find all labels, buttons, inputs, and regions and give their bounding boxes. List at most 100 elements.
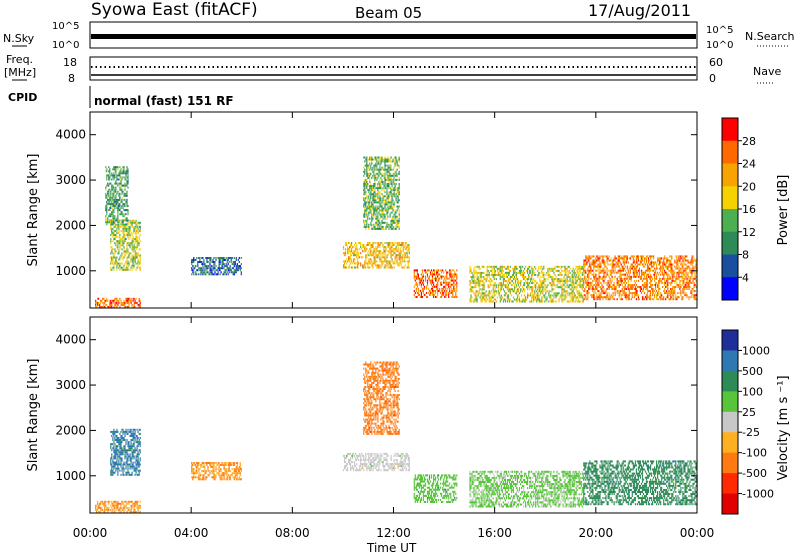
heatmap-cell bbox=[593, 288, 595, 290]
heatmap-cell bbox=[427, 277, 430, 280]
heatmap-cell bbox=[471, 278, 473, 281]
heatmap-cell bbox=[391, 205, 393, 208]
heatmap-cell bbox=[123, 301, 125, 304]
heatmap-cell bbox=[214, 267, 216, 270]
heatmap-cell bbox=[131, 225, 133, 228]
heatmap-cell bbox=[436, 279, 438, 282]
heatmap-cell bbox=[383, 207, 385, 210]
heatmap-cell bbox=[134, 299, 136, 302]
heatmap-cell bbox=[667, 279, 669, 282]
heatmap-cell bbox=[475, 292, 477, 295]
heatmap-cell bbox=[520, 271, 522, 274]
heatmap-cell bbox=[132, 299, 134, 302]
heatmap-cell bbox=[232, 261, 234, 263]
heatmap-cell bbox=[614, 263, 616, 266]
heatmap-cell bbox=[206, 271, 208, 274]
heatmap-cell bbox=[112, 223, 114, 226]
heatmap-cell bbox=[131, 244, 133, 247]
heatmap-cell bbox=[203, 267, 205, 270]
heatmap-cell bbox=[614, 294, 616, 297]
heatmap-cell bbox=[470, 282, 472, 285]
heatmap-cell bbox=[419, 289, 421, 292]
heatmap-cell bbox=[125, 184, 127, 187]
heatmap-cell bbox=[678, 255, 680, 258]
heatmap-cell bbox=[115, 186, 117, 189]
heatmap-cell bbox=[349, 250, 351, 253]
heatmap-cell bbox=[660, 259, 662, 262]
heatmap-cell bbox=[425, 291, 428, 294]
heatmap-cell bbox=[113, 230, 115, 232]
heatmap-cell bbox=[688, 281, 690, 284]
heatmap-cell bbox=[504, 294, 506, 297]
heatmap-cell bbox=[355, 248, 357, 251]
heatmap-cell bbox=[387, 250, 389, 253]
heatmap-cell bbox=[612, 267, 614, 270]
heatmap-cell bbox=[582, 286, 584, 289]
heatmap-cell bbox=[636, 261, 638, 264]
heatmap-cell bbox=[373, 262, 375, 265]
heatmap-cell bbox=[133, 306, 135, 308]
heatmap-cell bbox=[111, 172, 113, 175]
heatmap-cell bbox=[116, 262, 118, 265]
heatmap-cell bbox=[106, 168, 108, 171]
heatmap-cell bbox=[584, 290, 586, 293]
heatmap-cell bbox=[101, 306, 103, 308]
heatmap-cell bbox=[394, 209, 396, 212]
heatmap-cell bbox=[120, 188, 122, 191]
heatmap-cell bbox=[597, 284, 599, 286]
heatmap-cell bbox=[125, 170, 127, 173]
heatmap-cell bbox=[474, 298, 476, 301]
heatmap-cell bbox=[366, 174, 368, 177]
heatmap-cell bbox=[682, 271, 684, 274]
heatmap-cell bbox=[389, 201, 391, 204]
heatmap-cell bbox=[342, 260, 345, 263]
heatmap-cell bbox=[618, 296, 620, 299]
heatmap-cell bbox=[377, 205, 379, 208]
heatmap-cell bbox=[363, 166, 365, 169]
heatmap-cell bbox=[389, 174, 391, 177]
heatmap-cell bbox=[514, 267, 517, 270]
heatmap-cell bbox=[406, 246, 408, 249]
heatmap-cell bbox=[369, 181, 371, 183]
heatmap-cell bbox=[481, 298, 483, 301]
heatmap-cell bbox=[131, 254, 133, 257]
heatmap-cell bbox=[545, 278, 547, 281]
heatmap-cell bbox=[469, 300, 471, 303]
heatmap-cell bbox=[193, 261, 195, 263]
heatmap-cell bbox=[392, 178, 394, 181]
heatmap-cell bbox=[110, 213, 112, 216]
heatmap-cell bbox=[597, 267, 599, 270]
heatmap-cell bbox=[595, 279, 597, 282]
heatmap-cell bbox=[578, 290, 580, 293]
heatmap-cell bbox=[137, 221, 139, 224]
heatmap-cell bbox=[436, 285, 438, 288]
heatmap-cell bbox=[652, 284, 654, 286]
heatmap-cell bbox=[551, 290, 553, 293]
heatmap-cell bbox=[408, 258, 410, 261]
heatmap-cell bbox=[373, 209, 375, 212]
heatmap-cell bbox=[671, 281, 673, 284]
heatmap-cell bbox=[387, 166, 389, 169]
heatmap-cell bbox=[118, 221, 120, 224]
heatmap-cell bbox=[358, 256, 360, 259]
heatmap-cell bbox=[627, 275, 629, 278]
heatmap-cell bbox=[389, 266, 391, 269]
heatmap-cell bbox=[125, 268, 127, 271]
heatmap-cell bbox=[115, 168, 117, 171]
heatmap-cell bbox=[375, 195, 377, 198]
heatmap-cell bbox=[117, 262, 119, 265]
heatmap-cell bbox=[119, 242, 121, 245]
heatmap-cell bbox=[373, 164, 375, 167]
heatmap-cell bbox=[119, 172, 121, 175]
heatmap-cell bbox=[434, 269, 436, 272]
heatmap-cell bbox=[139, 227, 141, 230]
heatmap-cell bbox=[106, 207, 108, 210]
heatmap-cell bbox=[354, 250, 356, 253]
heatmap-cell bbox=[530, 269, 532, 272]
heatmap-cell bbox=[139, 299, 141, 302]
heatmap-cell bbox=[115, 200, 117, 203]
heatmap-cell bbox=[568, 294, 570, 297]
heatmap-cell bbox=[377, 201, 379, 204]
heatmap-cell bbox=[594, 298, 596, 301]
heatmap-cell bbox=[533, 278, 535, 281]
